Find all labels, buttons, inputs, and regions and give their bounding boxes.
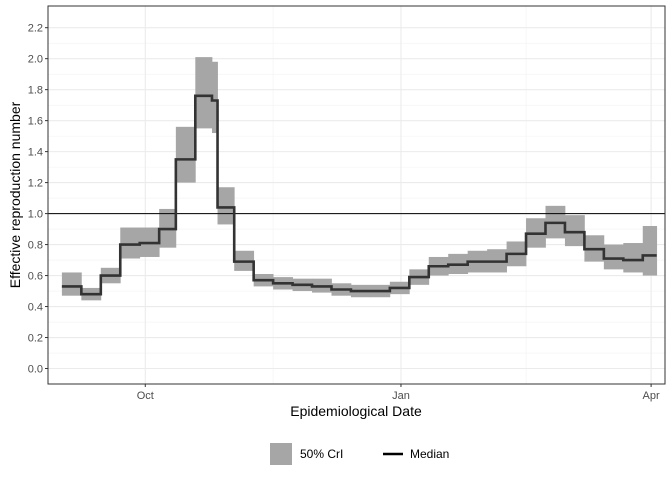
y-axis: 0.0 0.2 0.4 0.6 0.8 1.0 1.2 1.4 1.6 1.8 2.0 2.2 xyxy=(28,23,48,376)
median-line xyxy=(61,94,657,296)
ci-segment xyxy=(217,187,235,225)
plot-border xyxy=(47,5,666,385)
plot-panel xyxy=(48,6,665,384)
x-axis-title: Epidemiological Date xyxy=(290,403,422,419)
y-tick-label: 1.0 xyxy=(28,209,43,221)
ci-segment xyxy=(195,57,213,129)
y-tick-label: 2.2 xyxy=(28,23,43,35)
y-tick-label: 0.8 xyxy=(28,240,43,252)
ci-segment xyxy=(175,126,196,183)
legend: 50% CrI Median xyxy=(270,443,449,465)
ci-segment xyxy=(623,243,644,273)
y-tick-label: 1.2 xyxy=(28,178,43,190)
ci-segment xyxy=(564,215,585,247)
ci-segment xyxy=(642,225,658,276)
ci-segment xyxy=(603,244,624,270)
x-tick-label: Oct xyxy=(137,390,154,402)
y-tick-label: 0.4 xyxy=(28,302,43,314)
y-tick-label: 0.0 xyxy=(28,364,43,376)
y-tick-label: 1.8 xyxy=(28,85,43,97)
x-tick-label: Apr xyxy=(643,390,660,402)
x-tick-label: Jan xyxy=(392,390,410,402)
legend-ci-swatch xyxy=(270,443,292,465)
legend-ci-label: 50% CrI xyxy=(300,447,343,461)
y-tick-label: 1.6 xyxy=(28,116,43,128)
ci-segment xyxy=(61,272,82,296)
legend-median-label: Median xyxy=(410,447,449,461)
y-tick-label: 0.2 xyxy=(28,333,43,345)
median-line-layer xyxy=(61,94,657,296)
y-tick-label: 0.6 xyxy=(28,271,43,283)
ci-segment xyxy=(120,227,141,259)
x-axis: Oct Jan Apr xyxy=(137,384,660,402)
grid-minor xyxy=(48,6,665,384)
ci-segment xyxy=(211,61,218,134)
y-axis-title: Effective reproduction number xyxy=(7,101,23,288)
y-tick-label: 1.4 xyxy=(28,147,43,159)
y-tick-label: 2.0 xyxy=(28,54,43,66)
